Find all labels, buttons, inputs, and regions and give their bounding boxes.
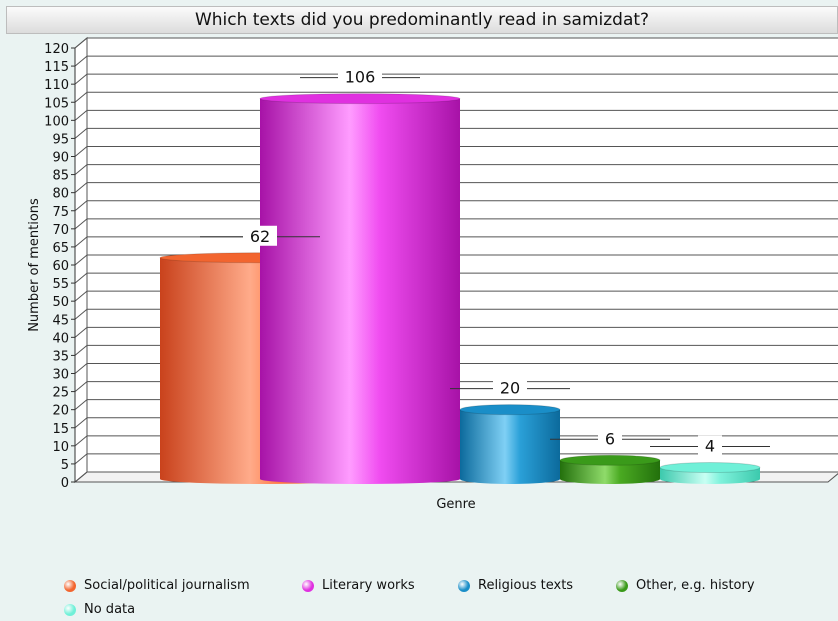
y-tick-label: 90 — [52, 151, 69, 166]
gridline-depth — [74, 37, 88, 49]
gridline-depth — [74, 326, 88, 338]
bar-top — [459, 404, 561, 416]
gridline-depth — [74, 417, 88, 429]
legend-label: Social/political journalism — [84, 578, 250, 593]
gridline-depth — [74, 381, 88, 392]
gridline-depth — [74, 290, 88, 302]
bar-top — [659, 462, 761, 474]
legend-marker-icon — [302, 579, 314, 592]
legend-item: Social/political journalism — [64, 578, 250, 593]
gridline-depth — [74, 164, 88, 175]
legend-label: Other, e.g. history — [636, 578, 755, 593]
bar-body — [560, 460, 660, 484]
legend-item: Religious texts — [458, 578, 573, 593]
y-tick-label: 0 — [61, 476, 69, 491]
y-tick-label: 65 — [52, 241, 69, 256]
gridline-depth — [74, 236, 88, 248]
y-axis-label: Number of mentions — [27, 198, 42, 332]
data-label: 4 — [650, 435, 770, 456]
data-label: 20 — [450, 377, 570, 398]
y-tick-label: 60 — [52, 259, 69, 274]
y-tick-label: 95 — [52, 132, 69, 147]
data-label-text: 62 — [250, 227, 270, 246]
gridline-depth — [74, 435, 88, 447]
gridline-depth — [74, 218, 88, 230]
gridline-depth — [74, 146, 88, 157]
bar-3 — [559, 454, 661, 484]
bar-1 — [259, 93, 461, 484]
y-tick-label: 40 — [52, 331, 69, 346]
y-tick-label: 115 — [44, 60, 69, 75]
data-label-bg — [338, 66, 382, 87]
y-tick-label: 50 — [52, 295, 69, 310]
legend-item: Other, e.g. history — [616, 578, 755, 593]
gridline-depth — [74, 182, 88, 194]
bar-top — [259, 93, 461, 105]
gridline-depth — [74, 453, 88, 465]
gridline-depth — [74, 254, 88, 266]
bar-top — [559, 454, 661, 466]
y-tick-label: 45 — [52, 313, 69, 328]
legend-item: No data — [64, 602, 135, 617]
data-label-bg — [493, 377, 527, 398]
bar-4 — [659, 462, 761, 484]
y-tick-label: 25 — [52, 386, 69, 401]
gridline-depth — [74, 128, 88, 139]
data-label-bg — [243, 225, 277, 246]
gridline-depth — [74, 91, 88, 103]
legend-label: Literary works — [322, 578, 415, 593]
gridline-depth — [74, 399, 88, 411]
x-axis-label: Genre — [436, 497, 475, 512]
y-tick-label: 55 — [52, 277, 69, 292]
bar-2 — [459, 404, 561, 484]
legend-marker-icon — [64, 603, 76, 616]
y-tick-label: 20 — [52, 404, 69, 419]
y-tick-label: 35 — [52, 349, 69, 364]
data-label-bg — [698, 435, 722, 456]
gridline-depth — [74, 55, 88, 67]
data-label-text: 20 — [500, 379, 520, 398]
y-tick-label: 120 — [44, 42, 69, 57]
y-tick-label: 10 — [52, 440, 69, 455]
data-label-text: 4 — [705, 437, 715, 456]
gridline-depth — [74, 308, 88, 320]
y-tick-label: 85 — [52, 169, 69, 184]
legend-label: No data — [84, 602, 136, 617]
gridline-depth — [74, 200, 88, 212]
y-tick-label: 100 — [44, 114, 69, 129]
data-label: 62 — [200, 225, 320, 246]
y-tick-label: 15 — [52, 422, 69, 437]
y-tick-label: 105 — [44, 96, 69, 111]
legend-item: Literary works — [302, 578, 415, 593]
legend-marker-icon — [64, 579, 76, 592]
chart-title: Which texts did you predominantly read i… — [6, 6, 838, 34]
gridline-depth — [74, 73, 88, 85]
y-tick-label: 5 — [61, 458, 69, 473]
y-tick-label: 70 — [52, 223, 69, 238]
y-tick-label: 110 — [44, 78, 69, 93]
gridline-depth — [74, 109, 88, 121]
legend-marker-icon — [616, 579, 628, 592]
y-tick-label: 30 — [52, 368, 69, 383]
gridline-depth — [74, 471, 88, 483]
y-tick-label: 80 — [52, 187, 69, 202]
data-label-bg — [598, 428, 622, 449]
gridline-depth — [74, 272, 88, 284]
bar-body — [460, 409, 560, 484]
legend-marker-icon — [458, 579, 470, 592]
data-label-text: 106 — [345, 68, 376, 87]
gridline-depth — [74, 363, 88, 374]
data-label: 6 — [550, 428, 670, 449]
gridline-depth — [74, 345, 88, 356]
data-label: 106 — [300, 66, 420, 87]
legend-label: Religious texts — [478, 578, 574, 593]
data-label-text: 6 — [605, 429, 615, 448]
bar-body — [260, 98, 460, 484]
y-tick-label: 75 — [52, 205, 69, 220]
